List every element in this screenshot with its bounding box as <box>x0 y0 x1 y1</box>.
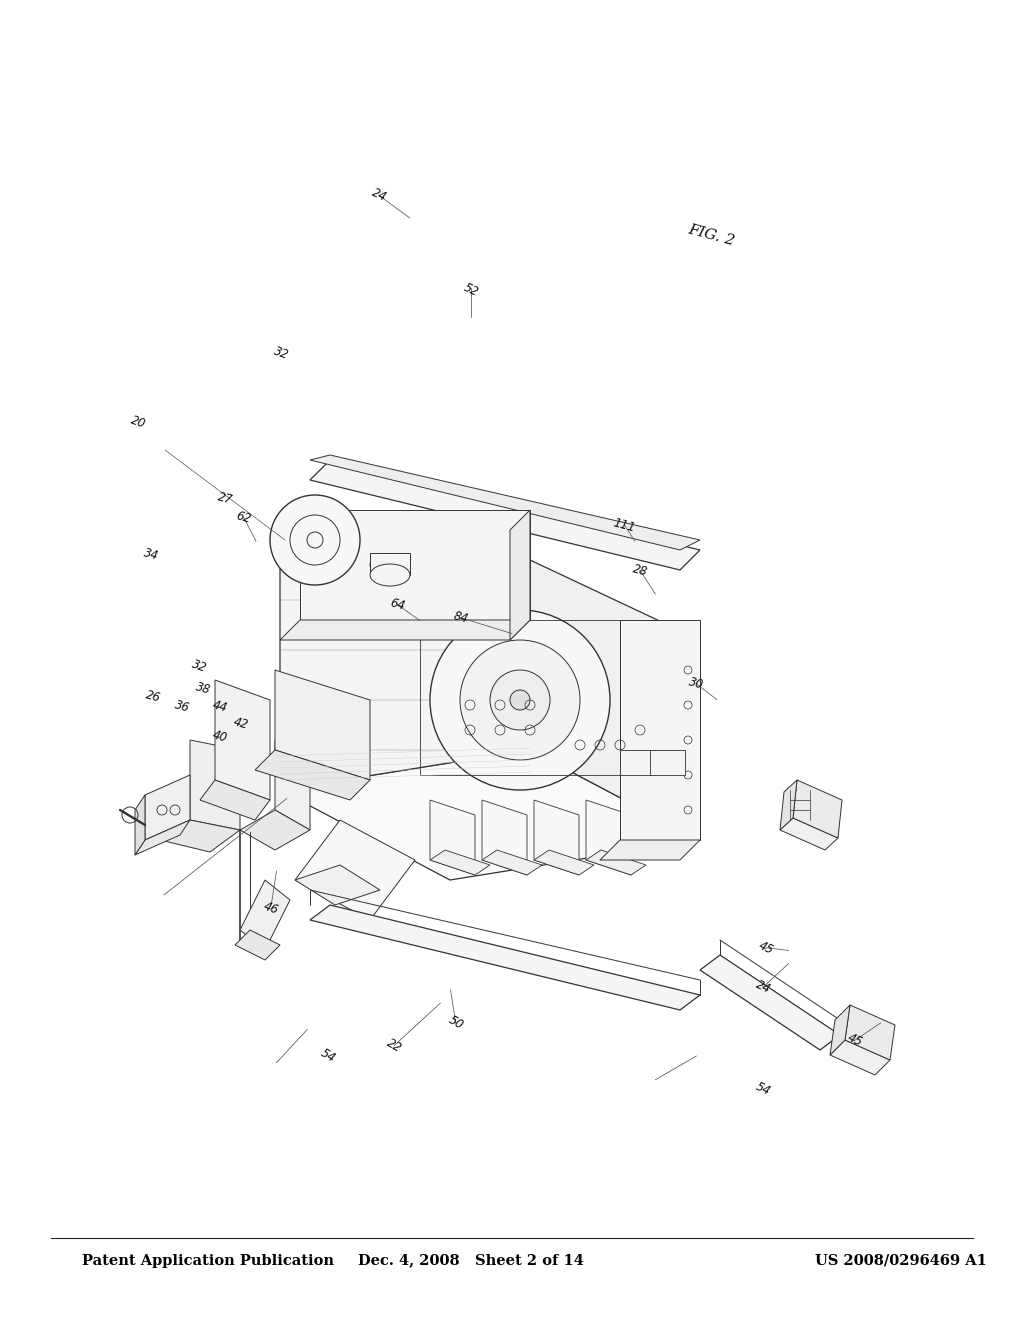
Text: 34: 34 <box>142 546 161 562</box>
Text: 28: 28 <box>631 562 649 578</box>
Text: 42: 42 <box>231 715 250 731</box>
Polygon shape <box>830 1005 850 1055</box>
Polygon shape <box>275 671 370 780</box>
Polygon shape <box>482 850 542 875</box>
Text: 52: 52 <box>462 281 480 300</box>
Polygon shape <box>534 850 594 875</box>
Text: 32: 32 <box>190 657 209 676</box>
Polygon shape <box>190 741 240 830</box>
Text: 46: 46 <box>262 899 281 917</box>
Polygon shape <box>240 880 290 950</box>
Text: 27: 27 <box>216 491 234 507</box>
Text: 36: 36 <box>173 698 191 714</box>
Text: 26: 26 <box>144 689 163 705</box>
Circle shape <box>510 690 530 710</box>
Polygon shape <box>830 1040 890 1074</box>
Polygon shape <box>510 510 530 640</box>
Polygon shape <box>275 741 310 830</box>
Polygon shape <box>300 510 530 620</box>
Polygon shape <box>534 800 579 875</box>
Ellipse shape <box>370 554 410 576</box>
Ellipse shape <box>370 564 410 586</box>
Text: 54: 54 <box>754 1080 772 1098</box>
Polygon shape <box>240 810 310 850</box>
Circle shape <box>490 671 550 730</box>
Polygon shape <box>310 906 700 1010</box>
Polygon shape <box>135 820 190 855</box>
Polygon shape <box>255 750 370 800</box>
Polygon shape <box>600 840 700 861</box>
Text: 50: 50 <box>445 1014 466 1032</box>
Polygon shape <box>280 750 700 880</box>
Polygon shape <box>280 560 530 789</box>
Polygon shape <box>586 850 646 875</box>
Bar <box>620 750 655 775</box>
Polygon shape <box>295 865 380 906</box>
Polygon shape <box>215 680 270 800</box>
Polygon shape <box>700 954 840 1049</box>
Polygon shape <box>482 800 527 875</box>
Text: US 2008/0296469 A1: US 2008/0296469 A1 <box>815 1254 987 1267</box>
Text: Dec. 4, 2008   Sheet 2 of 14: Dec. 4, 2008 Sheet 2 of 14 <box>358 1254 584 1267</box>
Polygon shape <box>234 931 280 960</box>
Polygon shape <box>145 775 190 840</box>
Polygon shape <box>793 780 842 838</box>
Polygon shape <box>160 820 240 851</box>
Text: 20: 20 <box>129 413 147 432</box>
Polygon shape <box>280 620 530 640</box>
Polygon shape <box>586 800 631 875</box>
Text: FIG. 2: FIG. 2 <box>687 222 736 248</box>
Circle shape <box>460 640 580 760</box>
Text: 24: 24 <box>754 978 772 997</box>
Polygon shape <box>530 560 700 840</box>
Text: 111: 111 <box>612 516 637 535</box>
Bar <box>650 750 685 775</box>
Text: 30: 30 <box>687 676 706 692</box>
Text: 22: 22 <box>384 1036 404 1055</box>
Polygon shape <box>135 795 145 855</box>
Text: 45: 45 <box>757 939 775 957</box>
Text: 64: 64 <box>388 597 407 612</box>
Polygon shape <box>200 780 270 820</box>
Text: 40: 40 <box>211 729 229 744</box>
Polygon shape <box>295 820 415 920</box>
Polygon shape <box>620 620 700 840</box>
Text: Patent Application Publication: Patent Application Publication <box>82 1254 334 1267</box>
Circle shape <box>430 610 610 789</box>
Polygon shape <box>430 850 490 875</box>
Circle shape <box>270 495 360 585</box>
Polygon shape <box>845 1005 895 1060</box>
Text: 45: 45 <box>846 1031 864 1049</box>
Text: 24: 24 <box>370 186 388 205</box>
Polygon shape <box>310 459 700 570</box>
Polygon shape <box>780 818 838 850</box>
Text: 38: 38 <box>194 681 212 697</box>
Text: 44: 44 <box>211 698 229 714</box>
Bar <box>370 553 410 576</box>
Text: 32: 32 <box>272 345 291 363</box>
Polygon shape <box>780 780 797 830</box>
Text: 62: 62 <box>234 510 253 525</box>
Text: 84: 84 <box>452 610 470 626</box>
Polygon shape <box>430 800 475 875</box>
Text: 54: 54 <box>317 1047 338 1065</box>
Polygon shape <box>310 455 700 550</box>
